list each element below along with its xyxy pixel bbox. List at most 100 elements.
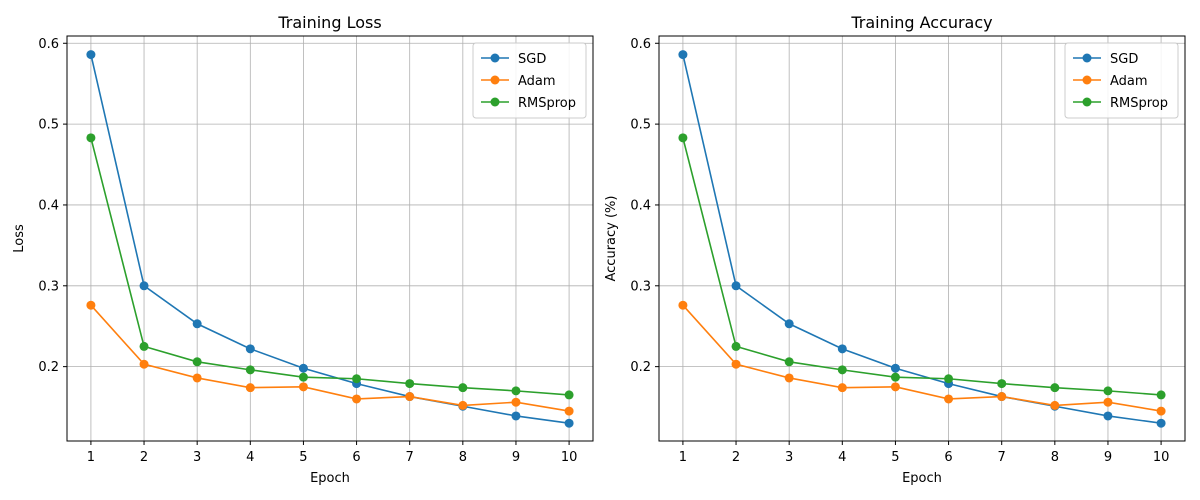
legend: SGD Adam RMSprop (1064, 42, 1179, 119)
data-point (352, 394, 362, 404)
legend-label: SGD (518, 52, 546, 67)
data-point (784, 319, 794, 329)
x-tick-label: 9 (1104, 450, 1112, 465)
data-point (139, 281, 149, 291)
legend-marker (1082, 97, 1092, 107)
x-tick-label: 10 (561, 450, 578, 465)
data-point (511, 386, 521, 396)
chart-panel-2: 1 2 3 4 5 6 7 8 9 10 0.2 0.3 0.4 0.5 0.6 Training Accur… (604, 13, 1186, 486)
legend-marker (490, 53, 500, 63)
data-point (1156, 390, 1166, 400)
data-point (1050, 383, 1060, 393)
data-point (1156, 418, 1166, 428)
data-point (192, 319, 202, 329)
data-point (1103, 411, 1113, 421)
data-point (890, 372, 900, 382)
legend-item-sgd: SGD (1073, 52, 1138, 67)
grid (659, 36, 1185, 441)
x-tick-label: 3 (193, 450, 201, 465)
legend-label: Adam (1110, 74, 1148, 89)
legend-marker (490, 97, 500, 107)
data-point (405, 392, 415, 402)
legend-item-adam: Adam (481, 74, 556, 89)
x-tick-label: 5 (891, 450, 899, 465)
x-tick-label: 10 (1153, 450, 1170, 465)
legend-item-rmsprop: RMSprop (481, 96, 576, 111)
data-point (86, 50, 96, 60)
data-point (997, 392, 1007, 402)
data-point (944, 374, 954, 384)
data-point (678, 50, 688, 60)
series-line (682, 54, 1162, 425)
data-point (731, 281, 741, 291)
data-point (458, 383, 468, 393)
legend-label: RMSprop (518, 96, 576, 111)
data-point (1156, 406, 1166, 416)
legend-item-rmsprop: RMSprop (1073, 96, 1168, 111)
y-tick-label: 0.3 (630, 279, 651, 294)
legend-marker (1082, 75, 1092, 85)
data-point (1050, 400, 1060, 410)
x-tick-label: 2 (140, 450, 148, 465)
series-adam (678, 300, 1166, 416)
y-tick-label: 0.5 (38, 118, 59, 133)
legend-label: SGD (1110, 52, 1138, 67)
x-tick-label: 3 (785, 450, 793, 465)
data-point (511, 397, 521, 407)
y-tick-label: 0.2 (38, 360, 59, 375)
data-point (731, 341, 741, 351)
data-point (564, 418, 574, 428)
legend-item-adam: Adam (1073, 74, 1148, 89)
chart-panel-1: 1 2 3 4 5 6 7 8 9 10 0.2 0.3 0.4 0.5 0.6 Training Loss E… (12, 13, 594, 486)
series-line (682, 137, 1162, 396)
legend-box (472, 42, 587, 119)
y-axis-label: Accuracy (%) (604, 196, 619, 282)
data-point (678, 300, 688, 310)
data-point (511, 411, 521, 421)
x-axis-label: Epoch (310, 471, 350, 486)
axes-frame (66, 35, 594, 442)
x-axis-label: Epoch (902, 471, 942, 486)
data-point (139, 359, 149, 369)
y-tick-label: 0.3 (38, 279, 59, 294)
data-point (458, 400, 468, 410)
data-point (1103, 397, 1113, 407)
data-point (298, 382, 308, 392)
data-point (784, 373, 794, 383)
y-tick-label: 0.4 (38, 198, 59, 213)
x-tick-label: 1 (87, 450, 95, 465)
y-axis-label: Loss (12, 224, 27, 253)
data-point (86, 133, 96, 143)
chart-title: Training Loss (277, 13, 381, 32)
data-point (298, 363, 308, 373)
x-tick-label: 4 (838, 450, 846, 465)
data-point (997, 379, 1007, 389)
x-tick-label: 1 (679, 450, 687, 465)
data-point (837, 365, 847, 375)
x-tick-label: 6 (352, 450, 360, 465)
legend: SGD Adam RMSprop (472, 42, 587, 119)
y-tick-label: 0.4 (630, 198, 651, 213)
series-line (682, 304, 1162, 412)
x-tick-label: 2 (732, 450, 740, 465)
x-tick-label: 5 (299, 450, 307, 465)
x-tick-label: 8 (1051, 450, 1059, 465)
data-point (245, 383, 255, 393)
data-point (139, 341, 149, 351)
data-point (731, 359, 741, 369)
data-point (564, 390, 574, 400)
legend-marker (490, 75, 500, 85)
x-tick-label: 8 (459, 450, 467, 465)
data-point (405, 379, 415, 389)
data-point (298, 372, 308, 382)
data-point (192, 357, 202, 367)
axes-frame (658, 35, 1186, 442)
series-line (90, 54, 570, 425)
data-point (352, 374, 362, 384)
data-point (678, 133, 688, 143)
y-tick-label: 0.2 (630, 360, 651, 375)
x-tick-label: 6 (944, 450, 952, 465)
data-point (245, 344, 255, 354)
series-rmsprop (678, 133, 1166, 400)
series-line (90, 137, 570, 396)
